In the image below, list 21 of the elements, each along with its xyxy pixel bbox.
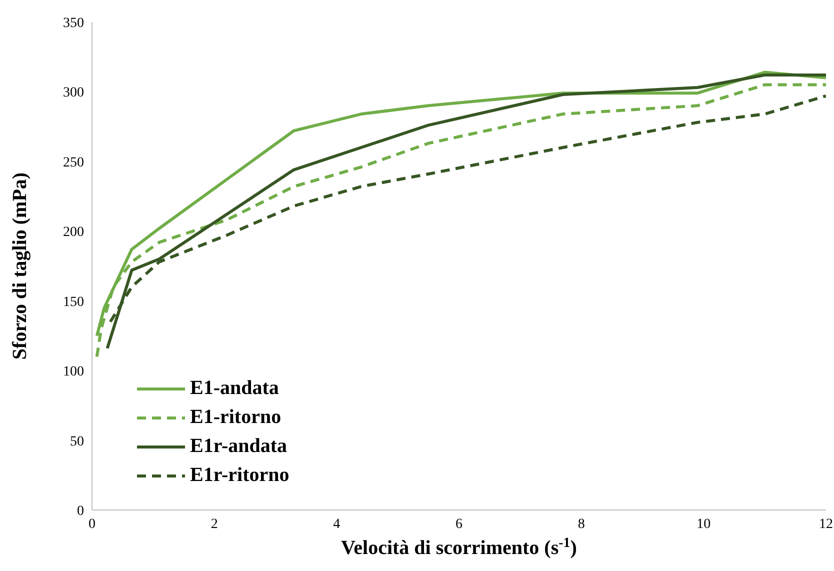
legend-label: E1r-andata: [190, 435, 288, 458]
y-tick-label: 300: [63, 86, 84, 101]
x-tick-label: 0: [88, 516, 96, 532]
x-tick-label: 10: [696, 516, 711, 532]
x-tick-label: 12: [819, 516, 833, 532]
legend-label: E1r-ritorno: [190, 464, 290, 487]
x-tick-label: 2: [210, 516, 218, 532]
y-axis-title: Sforzo di taglio (mPa): [9, 172, 31, 360]
y-tick-label: 0: [77, 504, 84, 519]
y-tick-label: 200: [63, 225, 84, 240]
y-tick-label: 50: [70, 434, 84, 450]
x-tick-label: 8: [578, 516, 585, 532]
legend-label: E1-ritorno: [190, 406, 282, 429]
x-axis-title: Velocità di scorrimento (s$^{-1}$): [341, 536, 577, 559]
legend-label: E1-andata: [190, 377, 279, 400]
y-tick-label: 100: [63, 364, 84, 380]
x-tick-label: 6: [456, 516, 462, 532]
y-tick-label: 350: [63, 16, 84, 31]
y-tick-label: 150: [63, 294, 84, 310]
y-tick-label: 250: [63, 155, 84, 170]
x-tick-label: 4: [333, 516, 340, 532]
